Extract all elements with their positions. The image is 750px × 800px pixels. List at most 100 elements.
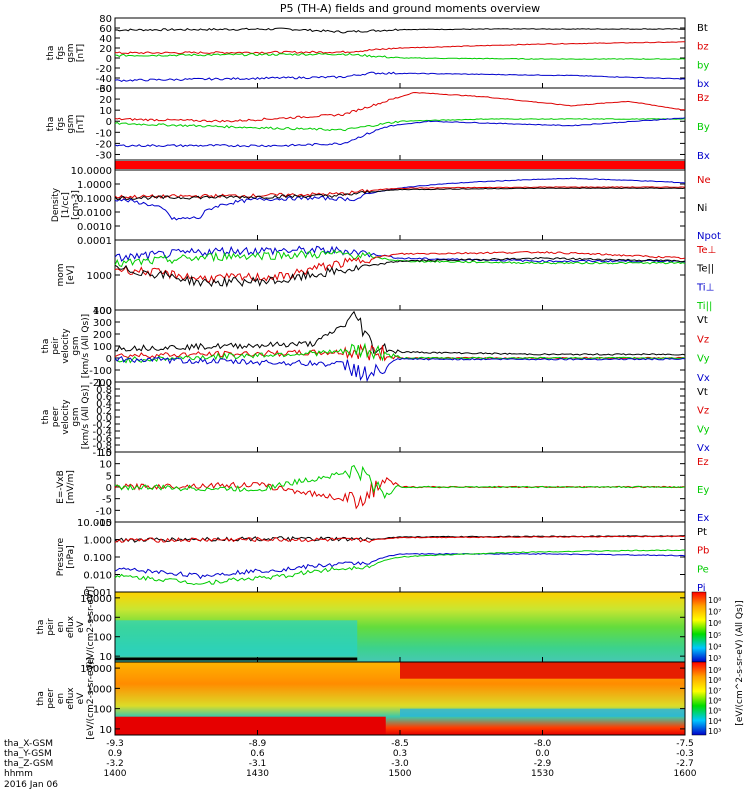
y-axis-label: eflux <box>66 687 76 710</box>
y-tick-label: -40 <box>96 74 112 85</box>
legend-entry: Pe <box>697 564 709 575</box>
y-axis-label: [km/s (All Qs)] <box>81 314 91 378</box>
x-tick-label: -8.9 <box>249 739 267 749</box>
y-tick-label: 20 <box>99 95 112 106</box>
x-tick-label: 0.6 <box>250 749 265 759</box>
y-tick-label: -10 <box>96 128 112 139</box>
y-tick-label: 0.0001 <box>77 236 112 247</box>
y-tick-label: 1.0000 <box>77 180 112 191</box>
colorbar-tick: 10³ <box>708 654 721 663</box>
y-axis-label: mom <box>56 263 66 286</box>
y-axis-label: [nT] <box>76 115 86 133</box>
legend-entry: Vy <box>697 354 710 365</box>
y-tick-label: -0.4 <box>92 427 112 438</box>
y-tick-label: 1000 <box>87 271 112 282</box>
series-line-2 <box>114 187 686 201</box>
y-tick-label: 1.0 <box>96 378 112 389</box>
y-tick-label: -60 <box>96 84 112 95</box>
panel-frame <box>114 239 686 311</box>
y-tick-label: 10.000 <box>77 518 112 529</box>
x-tick-label: -2.7 <box>676 759 694 769</box>
colorbar-tick: 10⁸ <box>708 676 721 685</box>
y-axis-label: en <box>56 693 66 704</box>
series-line-3 <box>114 549 686 586</box>
y-axis-label: peer <box>51 406 61 427</box>
y-tick-label: -20 <box>96 64 112 75</box>
panel-6: 1.00.80.60.40.20.0-0.2-0.4-0.6-0.8-1.0 th… <box>41 378 710 459</box>
y-axis-label: [eV/(cm2-s-sr-eV)] <box>86 657 96 739</box>
y-tick-label: 0.0 <box>96 413 112 424</box>
y-axis-label: Density <box>51 187 61 222</box>
y-tick-label: 100 <box>93 705 112 716</box>
y-axis-label: en <box>56 621 66 632</box>
y-tick-label: 0.4 <box>96 399 112 410</box>
y-tick-label: 40 <box>99 34 112 45</box>
x-row-label: tha_X-GSM <box>4 739 53 749</box>
y-tick-label: 0 <box>106 483 112 494</box>
y-tick-label: 0 <box>106 354 112 365</box>
legend-entry: Pt <box>697 527 707 538</box>
spectrogram-patch <box>400 708 685 717</box>
y-tick-label: 60 <box>99 24 112 35</box>
series-line-1 <box>114 41 685 55</box>
y-axis-label: E=-VxB <box>56 470 66 504</box>
y-tick-label: -0.6 <box>92 434 112 445</box>
y-tick-label: 10.0000 <box>71 166 112 177</box>
legend-entry: Pi <box>697 583 706 594</box>
y-tick-label: 0.2 <box>96 406 112 417</box>
x-tick-label: -3.2 <box>106 759 124 769</box>
spectrogram-patch <box>115 620 358 657</box>
y-axis-label: [km/s (All Qs)] <box>81 385 91 449</box>
panel-3: 10.0000 1.0000 0.1000 0.0100 0.0010 0.0001 Den… <box>51 166 721 247</box>
y-tick-label: 0.100 <box>83 553 112 564</box>
legend-entry: Ti|| <box>696 301 712 312</box>
figure-title: P5 (TH-A) fields and ground moments over… <box>280 2 540 15</box>
colorbar <box>691 661 707 736</box>
panel-2 <box>114 159 686 171</box>
y-tick-label: 100 <box>93 306 112 317</box>
y-axis-label: velocity <box>61 399 71 435</box>
x-tick-label: -7.5 <box>676 739 694 749</box>
legend-entry: Npot <box>697 231 721 242</box>
y-tick-label: 10000 <box>80 594 112 605</box>
y-tick-label: 10 <box>99 106 112 117</box>
x-tick-label: 0.3 <box>393 749 407 759</box>
y-axis-label: tha <box>46 117 56 132</box>
series-line-2 <box>114 52 686 60</box>
y-tick-label: -20 <box>96 139 112 150</box>
legend-entry: Vy <box>697 424 710 435</box>
y-axis-label: [eV/(cm2-s-sr-eV)] <box>86 586 96 668</box>
y-axis-label: [eV] <box>66 266 76 285</box>
panel-frame <box>114 309 686 383</box>
colorbar-label: [eV/(cm^2-s-sr-eV) (All Qs)] <box>735 600 745 725</box>
y-axis-label: [cm-3] <box>71 190 81 220</box>
y-axis-label: [nPa] <box>66 545 76 568</box>
y-tick-label: 10 <box>99 652 112 663</box>
series-line-0 <box>114 245 686 263</box>
y-tick-label: 0.0100 <box>77 208 112 219</box>
series-line-3 <box>114 256 686 288</box>
y-tick-label: -0.2 <box>92 420 112 431</box>
series-line-0 <box>114 476 686 510</box>
colorbar-tick: 10⁷ <box>708 686 721 695</box>
x-tick-label: -3.0 <box>391 759 409 769</box>
y-axis-label: fgs <box>56 117 66 131</box>
y-tick-label: -10 <box>96 506 112 517</box>
y-axis-label: velocity <box>61 328 71 364</box>
y-tick-label: 0.8 <box>96 385 112 396</box>
y-tick-label: -15 <box>96 518 112 529</box>
series-line-3 <box>114 355 686 383</box>
legend-entry: Vx <box>697 443 710 454</box>
colorbar-tick: 10⁴ <box>708 717 721 726</box>
x-tick-label: 0.9 <box>108 749 123 759</box>
colorbar-tick: 10⁴ <box>708 642 721 651</box>
y-tick-label: -0.8 <box>92 441 112 452</box>
legend-entry: Te|| <box>696 264 714 275</box>
colorbar-tick: 10⁶ <box>708 697 721 706</box>
series-line-1 <box>114 118 686 132</box>
x-tick-label: -8.5 <box>391 739 409 749</box>
